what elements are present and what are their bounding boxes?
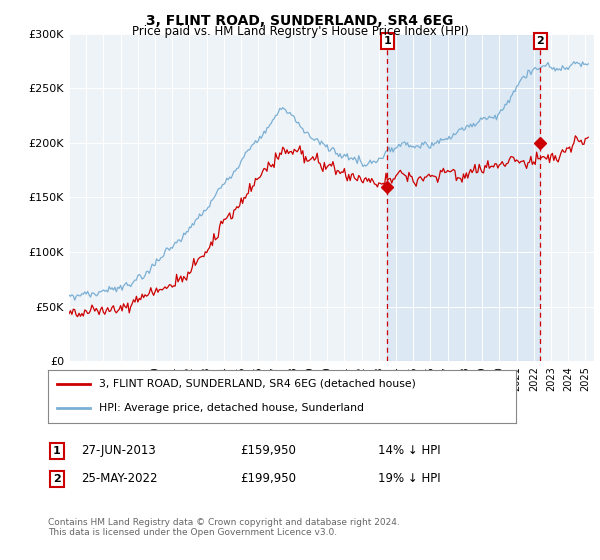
Text: 3, FLINT ROAD, SUNDERLAND, SR4 6EG: 3, FLINT ROAD, SUNDERLAND, SR4 6EG (146, 14, 454, 28)
Text: 19% ↓ HPI: 19% ↓ HPI (378, 472, 440, 486)
Text: Price paid vs. HM Land Registry's House Price Index (HPI): Price paid vs. HM Land Registry's House … (131, 25, 469, 38)
Text: £159,950: £159,950 (240, 444, 296, 458)
Text: 2: 2 (53, 474, 61, 484)
Text: £199,950: £199,950 (240, 472, 296, 486)
Text: 25-MAY-2022: 25-MAY-2022 (81, 472, 157, 486)
Text: 1: 1 (383, 36, 391, 46)
Bar (387, 34, 541, 361)
Text: 14% ↓ HPI: 14% ↓ HPI (378, 444, 440, 458)
Text: Contains HM Land Registry data © Crown copyright and database right 2024.
This d: Contains HM Land Registry data © Crown c… (48, 518, 400, 538)
Text: 2: 2 (536, 36, 544, 46)
Text: 1: 1 (53, 446, 61, 456)
Text: 3, FLINT ROAD, SUNDERLAND, SR4 6EG (detached house): 3, FLINT ROAD, SUNDERLAND, SR4 6EG (deta… (100, 379, 416, 389)
Text: 27-JUN-2013: 27-JUN-2013 (81, 444, 156, 458)
Text: HPI: Average price, detached house, Sunderland: HPI: Average price, detached house, Sund… (100, 403, 364, 413)
